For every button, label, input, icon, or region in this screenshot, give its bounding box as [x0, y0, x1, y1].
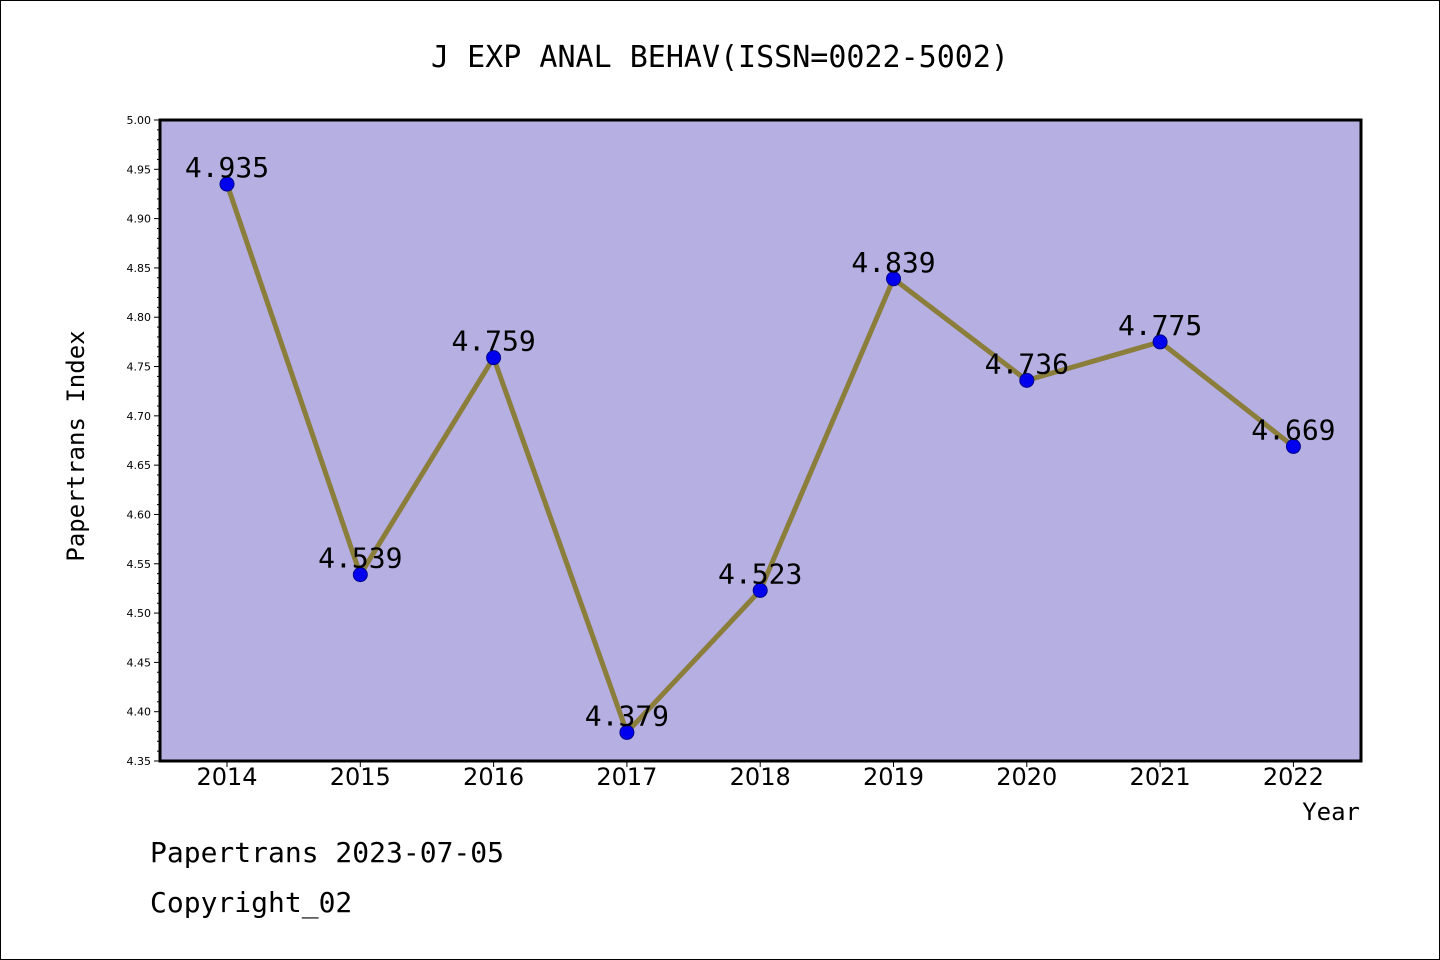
data-point [1285, 438, 1301, 454]
x-axis-label: Year [1302, 798, 1360, 826]
y-tick-label: 4.85 [127, 262, 152, 275]
y-tick-label: 4.70 [127, 410, 152, 423]
x-tick-label: 2018 [730, 763, 791, 791]
data-point [486, 350, 502, 366]
data-label: 4.539 [318, 542, 402, 575]
x-tick-label: 2020 [996, 763, 1057, 791]
x-axis: 2014 2015 2016 2017 2018 2019 2020 2021 2022 [196, 761, 1324, 791]
data-point [1019, 372, 1035, 388]
data-label: 4.736 [985, 347, 1069, 380]
y-tick-label: 4.60 [127, 508, 152, 521]
footer-copyright: Copyright_02 [150, 886, 353, 919]
data-label: 4.759 [451, 325, 535, 358]
y-tick-label: 4.95 [127, 163, 152, 176]
data-label: 4.379 [585, 699, 669, 732]
y-axis: 4.35 4.40 4.45 4.50 4.55 4.60 4.65 4.70 4.75 4.80… [127, 114, 160, 768]
data-label: 4.523 [718, 557, 802, 590]
plot-area [160, 120, 1361, 761]
data-point [1152, 334, 1168, 350]
footer-date: Papertrans 2023-07-05 [150, 836, 505, 869]
series-points-group [219, 176, 1301, 740]
data-labels-group: 4.935 4.539 4.759 4.379 4.523 4.839 4.736 4.775… [185, 151, 1336, 732]
y-tick-label: 4.45 [127, 656, 152, 669]
data-point [886, 271, 901, 287]
y-tick-label: 4.40 [127, 706, 152, 719]
data-label: 4.669 [1251, 413, 1335, 446]
y-tick-label: 4.65 [127, 459, 152, 472]
x-tick-label: 2021 [1130, 763, 1191, 791]
data-point [219, 176, 235, 192]
x-tick-label: 2016 [463, 763, 524, 791]
x-tick-label: 2022 [1263, 763, 1324, 791]
y-tick-label: 4.80 [127, 311, 152, 324]
x-tick-label: 2015 [330, 763, 391, 791]
y-tick-label: 4.35 [127, 755, 152, 768]
y-tick-label: 4.50 [127, 607, 152, 620]
data-label: 4.935 [185, 151, 269, 184]
x-tick-label: 2017 [596, 763, 657, 791]
x-tick-label: 2014 [196, 763, 257, 791]
x-tick-label: 2019 [863, 763, 924, 791]
data-point [619, 724, 635, 740]
chart-title: J EXP ANAL BEHAV(ISSN=0022-5002) [431, 40, 1009, 75]
y-axis-label: Papertrans Index [62, 330, 90, 561]
data-label: 4.775 [1118, 309, 1202, 342]
y-tick-label: 4.90 [127, 213, 152, 226]
y-tick-label: 4.55 [127, 558, 152, 571]
plot-border [158, 118, 1363, 763]
y-tick-label: 5.00 [127, 114, 152, 127]
data-point [352, 567, 368, 583]
y-tick-label: 4.75 [127, 361, 152, 374]
data-point [752, 582, 768, 598]
data-label: 4.839 [851, 246, 935, 279]
